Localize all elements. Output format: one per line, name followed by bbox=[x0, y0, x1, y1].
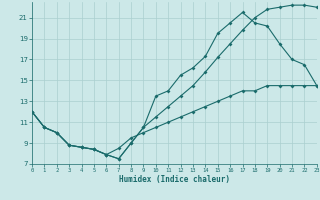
X-axis label: Humidex (Indice chaleur): Humidex (Indice chaleur) bbox=[119, 175, 230, 184]
